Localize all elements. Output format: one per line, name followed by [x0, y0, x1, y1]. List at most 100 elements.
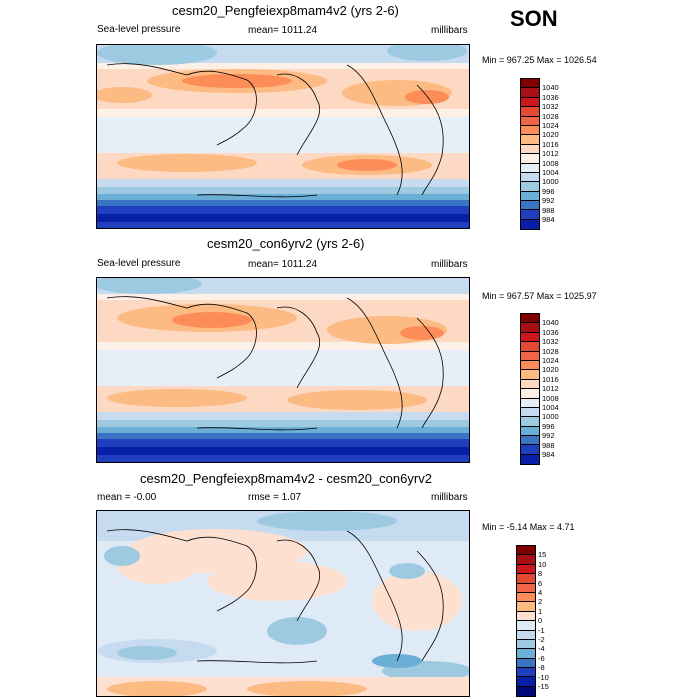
colorbar-label: 988	[542, 440, 555, 450]
colorbar-swatch	[521, 332, 539, 343]
colorbar-label: -10	[538, 672, 549, 682]
colorbar-label: 0	[538, 616, 543, 626]
colorbar-swatch	[517, 677, 535, 687]
colorbar-swatch	[517, 686, 535, 697]
panel-2-mean: mean= 1011.24	[248, 259, 318, 270]
colorbar-swatch	[517, 555, 535, 565]
colorbar-label: 1012	[542, 384, 559, 394]
colorbar-label: 10	[538, 559, 547, 569]
panel-2-colorbar: 1040 1036 1032 1028 1024 1020 1016 1012 1008 1004…	[520, 313, 559, 466]
colorbar-label: 1040	[542, 83, 559, 93]
colorbar-label: 4	[538, 588, 543, 597]
colorbar-label: 1004	[542, 403, 559, 412]
colorbar-label: -15	[538, 682, 549, 691]
colorbar-label: 996	[542, 186, 555, 196]
colorbar-label: 1016	[542, 139, 559, 149]
colorbar-swatch	[521, 398, 539, 408]
colorbar-label: 1008	[542, 393, 559, 403]
colorbar-label: 1032	[542, 337, 559, 347]
colorbar-swatch	[521, 351, 539, 361]
colorbar-label: 8	[538, 569, 543, 579]
colorbar-swatch	[517, 592, 535, 603]
colorbar-swatch	[521, 342, 539, 352]
colorbar-swatch	[517, 668, 535, 678]
colorbar-swatch	[521, 210, 539, 220]
panel-3-rmse: rmse = 1.07	[248, 492, 302, 503]
colorbar-swatch	[521, 182, 539, 192]
colorbar-label: 1008	[542, 158, 559, 168]
colorbar-label: 1024	[542, 121, 559, 130]
colorbar-swatch	[517, 630, 535, 640]
colorbar-swatch	[521, 360, 539, 371]
season-label: SON	[510, 6, 558, 31]
panel-3-title: cesm20_Pengfeiexp8mam4v2 - cesm20_con6yr…	[140, 471, 432, 486]
colorbar-label: -6	[538, 653, 545, 663]
colorbar-label: 984	[542, 215, 555, 224]
colorbar-swatch	[521, 144, 539, 155]
colorbar-label: 1024	[542, 356, 559, 365]
colorbar-swatch	[521, 219, 539, 230]
colorbar-label: 992	[542, 431, 555, 441]
colorbar-swatch	[517, 574, 535, 584]
colorbar-swatch	[517, 649, 535, 659]
colorbar-label: 1016	[542, 374, 559, 384]
colorbar-swatch	[521, 88, 539, 98]
colorbar-label: 1036	[542, 92, 559, 102]
colorbar-swatch	[521, 201, 539, 211]
colorbar-label: -8	[538, 663, 545, 673]
colorbar-swatch	[517, 546, 535, 556]
colorbar-label: -4	[538, 644, 545, 654]
colorbar-label: 1000	[542, 412, 559, 422]
panel-2-map	[96, 277, 470, 463]
colorbar-label: 996	[542, 421, 555, 431]
colorbar-swatch	[521, 417, 539, 427]
colorbar-label: 1020	[542, 365, 559, 375]
colorbar-label: 992	[542, 196, 555, 206]
colorbar-swatch	[517, 611, 535, 622]
colorbar-swatch	[521, 445, 539, 455]
panel-1-map	[96, 44, 470, 229]
colorbar-label: 1036	[542, 327, 559, 337]
colorbar-swatch	[521, 407, 539, 418]
panel-1-units: millibars	[431, 25, 468, 36]
panel-1-variable: Sea-level pressure	[97, 24, 181, 35]
colorbar-swatch	[521, 107, 539, 117]
panel-3-colorbar: 15 10 8 6 4 2 1 0 -1 -2 -4 -6 -8 -10 -15	[516, 545, 549, 698]
colorbar-swatch	[521, 154, 539, 164]
colorbar-swatch	[517, 602, 535, 612]
panel-3-contour-field	[97, 511, 469, 696]
colorbar-swatch	[521, 389, 539, 399]
colorbar-swatch	[521, 454, 539, 465]
colorbar-swatch	[521, 191, 539, 202]
colorbar-swatch	[521, 370, 539, 380]
colorbar-label: 6	[538, 578, 543, 588]
colorbar-label: 1040	[542, 318, 559, 328]
panel-2-title: cesm20_con6yrv2 (yrs 2-6)	[207, 236, 365, 251]
panel-1-minmax: Min = 967.25 Max = 1026.54	[482, 55, 597, 65]
colorbar-swatch	[521, 314, 539, 324]
colorbar-label: 1004	[542, 168, 559, 177]
colorbar-label: 1028	[542, 346, 559, 356]
colorbar-label: 1	[538, 606, 543, 616]
panel-3-minmax: Min = -5.14 Max = 4.71	[482, 522, 575, 532]
panel-1-contour-field	[97, 45, 469, 228]
colorbar-label: 15	[538, 550, 547, 560]
colorbar-swatch	[517, 658, 535, 669]
colorbar-label: 988	[542, 205, 555, 215]
colorbar-swatch	[521, 379, 539, 390]
colorbar-label: 2	[538, 597, 543, 607]
panel-2-minmax: Min = 967.57 Max = 1025.97	[482, 291, 597, 301]
colorbar-swatch	[521, 426, 539, 437]
colorbar-swatch	[517, 639, 535, 650]
colorbar-swatch	[517, 564, 535, 575]
colorbar-label: 1020	[542, 130, 559, 140]
colorbar-swatch	[521, 116, 539, 126]
colorbar-swatch	[517, 583, 535, 593]
colorbar-swatch	[521, 97, 539, 108]
panel-3-units: millibars	[431, 492, 468, 503]
panel-1-colorbar: 1040 1036 1032 1028 1024 1020 1016 1012 1008 1004…	[520, 78, 559, 231]
colorbar-label: 1028	[542, 111, 559, 121]
colorbar-swatch	[521, 79, 539, 89]
colorbar-label: 1032	[542, 102, 559, 112]
colorbar-swatch	[521, 172, 539, 183]
